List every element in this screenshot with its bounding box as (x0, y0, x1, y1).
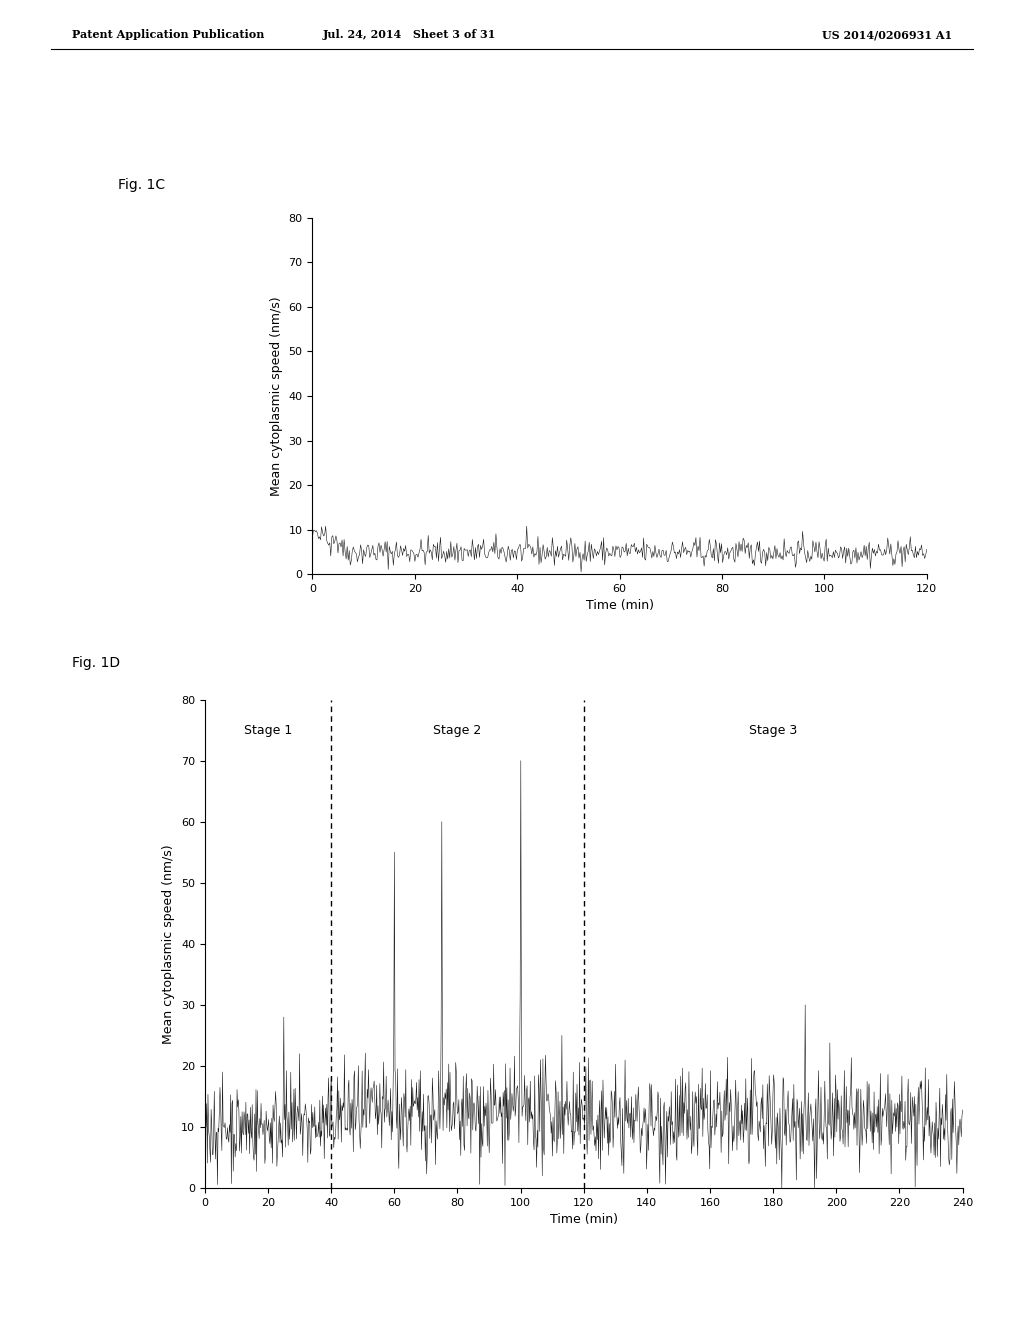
Text: Fig. 1C: Fig. 1C (118, 178, 165, 193)
Text: Stage 3: Stage 3 (749, 723, 798, 737)
Text: Jul. 24, 2014   Sheet 3 of 31: Jul. 24, 2014 Sheet 3 of 31 (323, 29, 497, 40)
Text: Patent Application Publication: Patent Application Publication (72, 29, 264, 40)
Text: Stage 1: Stage 1 (244, 723, 292, 737)
Text: US 2014/0206931 A1: US 2014/0206931 A1 (822, 29, 952, 40)
X-axis label: Time (min): Time (min) (586, 599, 653, 612)
Y-axis label: Mean cytoplasmic speed (nm/s): Mean cytoplasmic speed (nm/s) (163, 843, 175, 1044)
Y-axis label: Mean cytoplasmic speed (nm/s): Mean cytoplasmic speed (nm/s) (270, 296, 283, 496)
Text: Fig. 1D: Fig. 1D (72, 656, 120, 671)
Text: Stage 2: Stage 2 (433, 723, 481, 737)
X-axis label: Time (min): Time (min) (550, 1213, 617, 1226)
